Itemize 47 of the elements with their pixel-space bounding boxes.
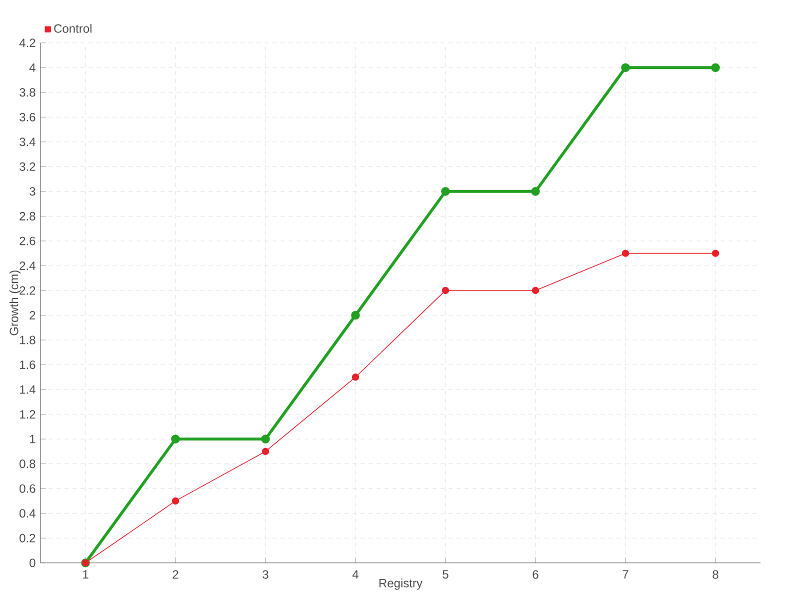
point xyxy=(441,187,450,196)
point xyxy=(352,374,360,381)
x-tick-label: 6 xyxy=(532,570,538,579)
y-tick-label: 2.8 xyxy=(20,212,36,220)
point xyxy=(622,250,630,257)
y-tick-label: 3.6 xyxy=(20,112,36,122)
x-tick-label: 1 xyxy=(83,570,88,578)
point xyxy=(261,434,270,444)
y-tick-label: 3.2 xyxy=(20,162,36,171)
point xyxy=(532,286,540,294)
point xyxy=(531,187,540,196)
y-tick-label: 1.2 xyxy=(20,410,36,418)
y-tick-label: 2 xyxy=(30,311,36,320)
y-tick-label: 2.2 xyxy=(20,286,36,295)
y-tick-label: 3.4 xyxy=(20,138,36,146)
point xyxy=(171,434,180,444)
y-tick-label: 1.4 xyxy=(20,385,36,394)
y-tick-label: 2.4 xyxy=(20,262,36,270)
y-tick-label: 0.2 xyxy=(20,534,36,542)
x-tick-label: 5 xyxy=(442,570,448,579)
y-tick-label: 0.6 xyxy=(20,484,36,493)
point xyxy=(442,286,450,294)
point xyxy=(621,63,630,72)
y-tick-label: 1 xyxy=(30,434,36,444)
y-tick-label: 3 xyxy=(30,187,36,196)
point xyxy=(712,250,720,257)
y-tick-label: 1.6 xyxy=(20,360,36,370)
y-tick-label: 2.6 xyxy=(20,236,36,246)
y-tick-label: 0 xyxy=(30,558,36,568)
x-tick-label: 4 xyxy=(352,570,358,578)
point xyxy=(262,448,270,456)
y-tick-label: 0.8 xyxy=(20,460,36,468)
y-tick-label: 3.8 xyxy=(20,88,36,97)
x-tick-label: 8 xyxy=(712,570,718,579)
point xyxy=(711,63,720,72)
legend-label: Control xyxy=(54,24,92,33)
y-axis-title: Growth (cm) xyxy=(9,270,21,336)
x-tick-label: 3 xyxy=(262,570,268,579)
x-tick-label: 2 xyxy=(172,570,178,579)
y-tick-label: 4.2 xyxy=(19,38,36,48)
point xyxy=(172,497,180,505)
y-tick-label: 0.4 xyxy=(20,509,36,518)
x-axis-title: Registry xyxy=(379,578,422,590)
x-tick-label: 7 xyxy=(622,570,628,578)
point xyxy=(351,310,360,320)
y-tick-label: 4 xyxy=(29,63,36,72)
y-tick-label: 1.8 xyxy=(20,336,36,344)
